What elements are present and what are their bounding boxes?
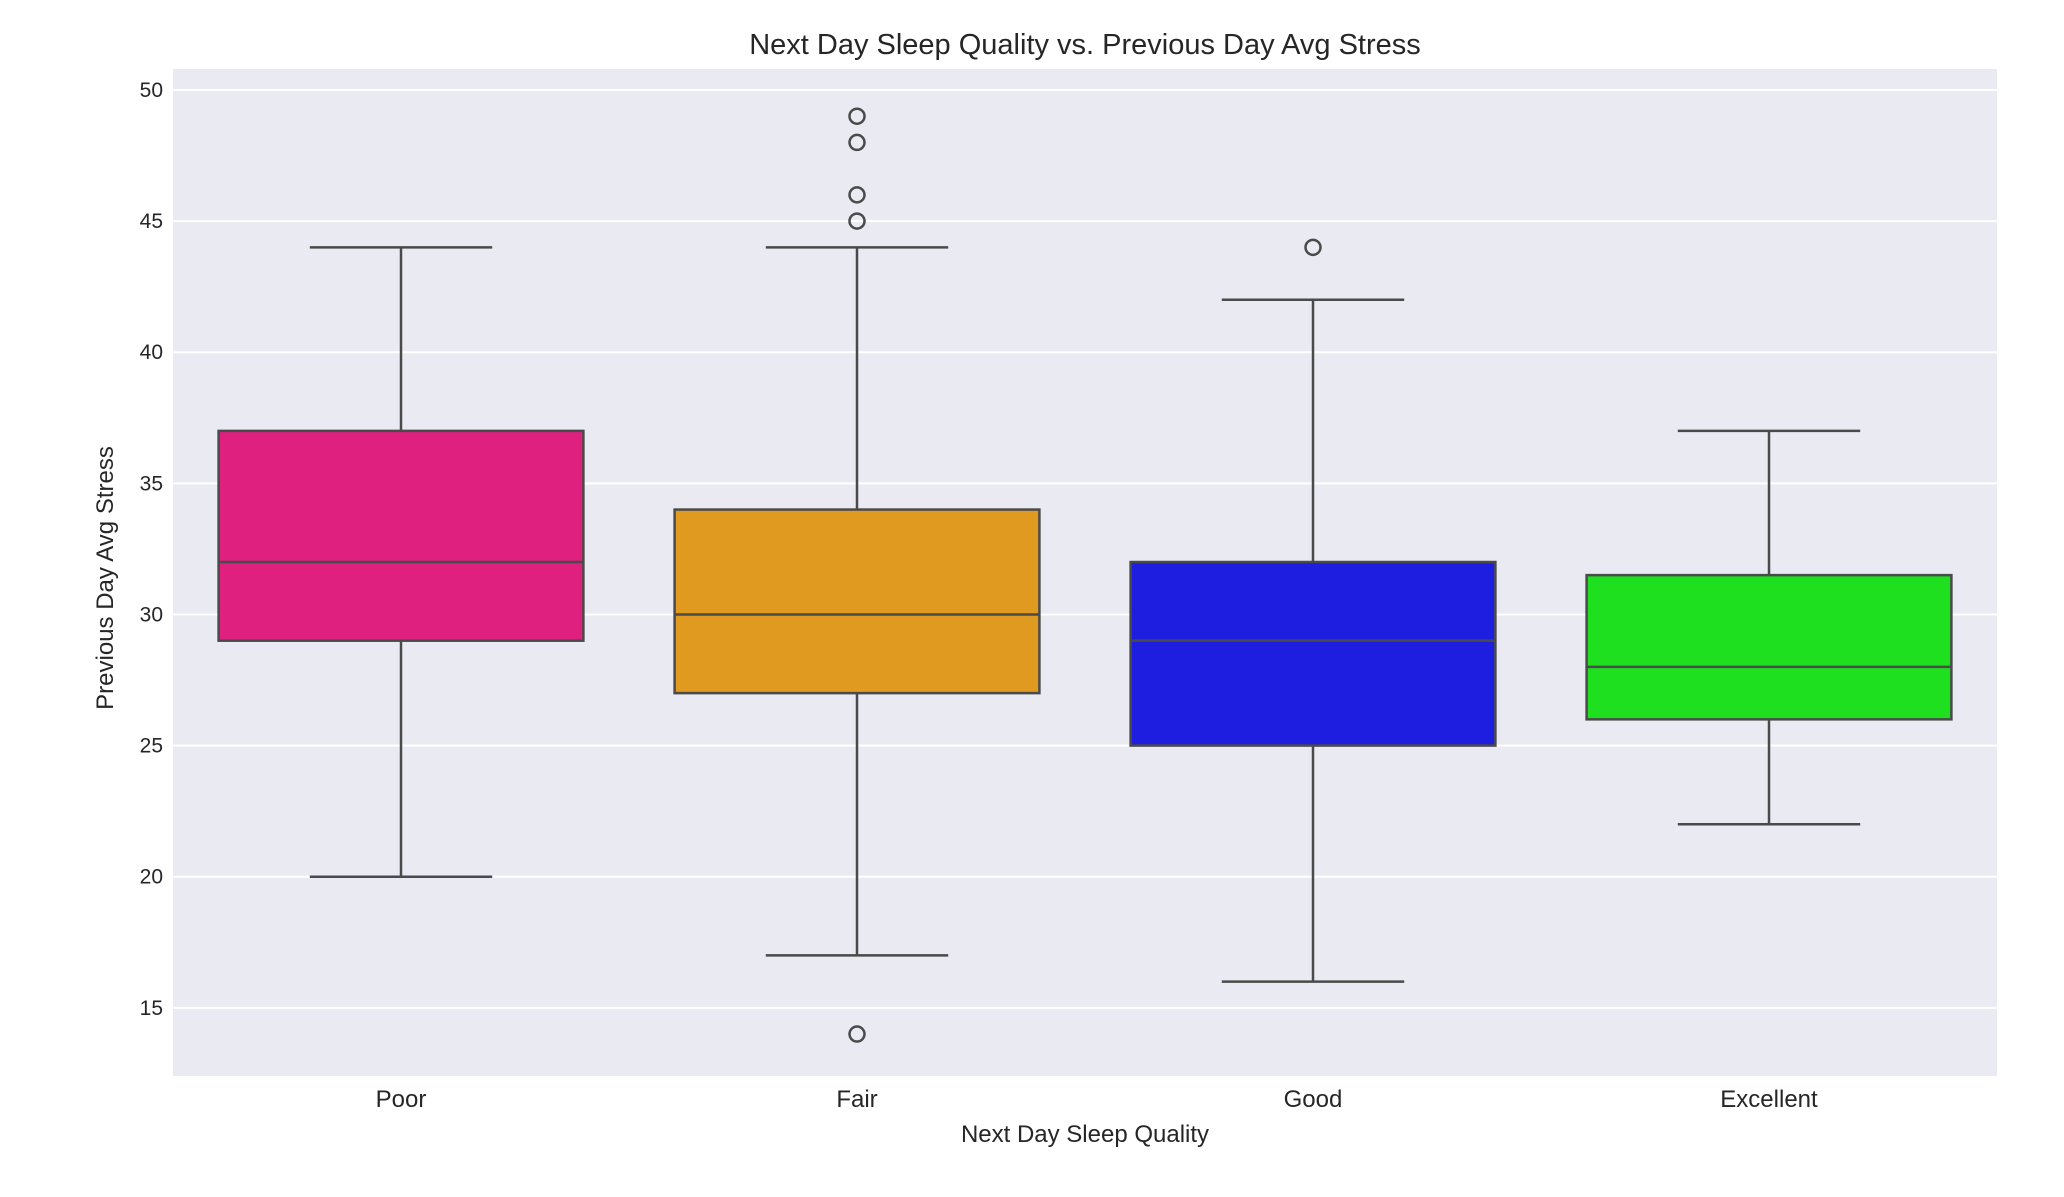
x-tick-label: Excellent xyxy=(1720,1086,1818,1113)
y-tick-label: 40 xyxy=(140,341,163,364)
outlier-point xyxy=(848,1025,866,1043)
outlier-point xyxy=(1304,238,1322,257)
iqr-box xyxy=(673,508,1041,695)
iqr-box xyxy=(217,429,585,642)
y-tick-label: 50 xyxy=(140,79,163,102)
y-tick-label: 20 xyxy=(140,866,163,889)
y-tick-label: 25 xyxy=(140,735,163,758)
box-excellent xyxy=(1585,429,1953,826)
outlier-point xyxy=(848,186,866,204)
y-tick-label: 45 xyxy=(140,210,163,233)
outlier-point xyxy=(848,133,866,152)
y-tick-label: 15 xyxy=(140,997,163,1020)
x-ticks: Poor Fair Good Excellent xyxy=(376,1086,1818,1113)
x-tick-label: Fair xyxy=(836,1086,877,1113)
iqr-box xyxy=(1129,560,1497,747)
x-axis-label: Next Day Sleep Quality xyxy=(961,1121,1209,1148)
outlier-point xyxy=(848,212,866,230)
chart-title: Next Day Sleep Quality vs. Previous Day … xyxy=(749,29,1421,61)
box-poor xyxy=(217,246,585,878)
y-axis-label: Previous Day Avg Stress xyxy=(92,446,119,710)
box-fair xyxy=(673,107,1041,1043)
y-tick-label: 30 xyxy=(140,603,163,626)
boxes xyxy=(217,107,1953,1043)
iqr-box xyxy=(1585,573,1953,721)
x-tick-label: Poor xyxy=(376,1086,427,1113)
y-tick-label: 35 xyxy=(140,472,163,495)
x-tick-label: Good xyxy=(1284,1086,1343,1113)
box-good xyxy=(1129,238,1497,983)
outlier-point xyxy=(848,107,866,125)
y-ticks: 15 20 25 30 35 40 45 50 xyxy=(140,79,163,1020)
